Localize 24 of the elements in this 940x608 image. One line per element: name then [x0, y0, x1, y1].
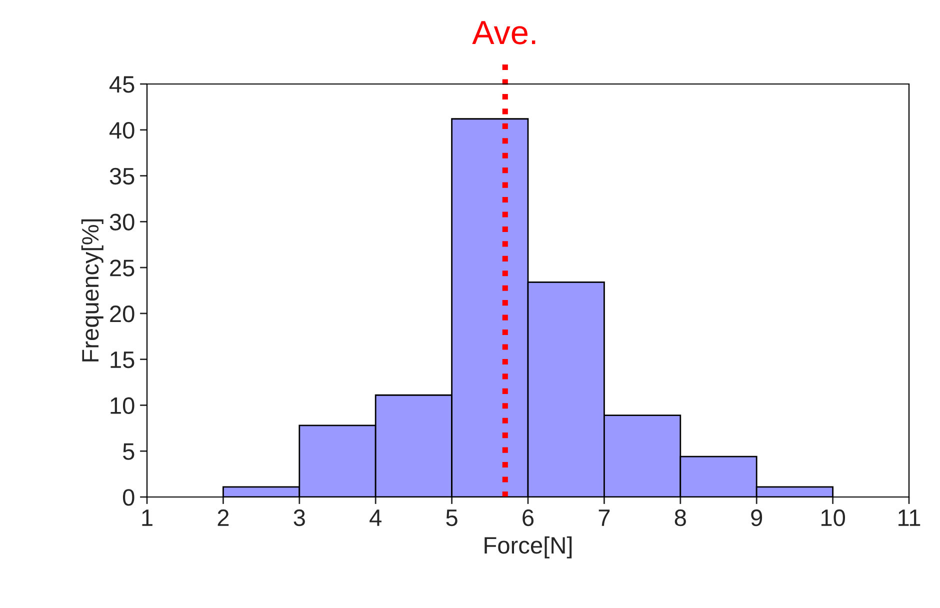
y-tick-label: 15 — [110, 352, 134, 368]
x-tick-label: 5 — [446, 510, 458, 526]
x-tick-label: 11 — [898, 510, 920, 526]
y-tick-label: 10 — [110, 397, 134, 414]
y-tick-label: 30 — [110, 214, 134, 230]
x-tick-label: 3 — [294, 509, 305, 526]
x-tick-label: 6 — [522, 509, 534, 526]
y-tick-label: 20 — [110, 306, 134, 322]
y-tick-label: 40 — [109, 122, 134, 139]
x-tick-label: 1 — [142, 510, 152, 526]
y-axis-title: Frequency[%] — [81, 219, 104, 362]
ref-line-label: Ave. — [472, 21, 536, 44]
y-tick-label: 45 — [109, 76, 134, 93]
y-tick-label: 0 — [122, 489, 134, 506]
y-tick-label: 25 — [110, 260, 134, 276]
y-tick-label: 35 — [110, 168, 134, 185]
y-tick-label: 5 — [123, 443, 134, 460]
x-tick-label: 8 — [674, 509, 686, 526]
x-tick-label: 4 — [370, 510, 382, 526]
x-tick-label: 7 — [598, 510, 610, 526]
x-axis-title: Force[N] — [484, 536, 572, 558]
x-tick-label: 2 — [218, 509, 229, 526]
x-tick-label: 9 — [751, 509, 762, 526]
x-tick-label: 10 — [821, 509, 846, 526]
